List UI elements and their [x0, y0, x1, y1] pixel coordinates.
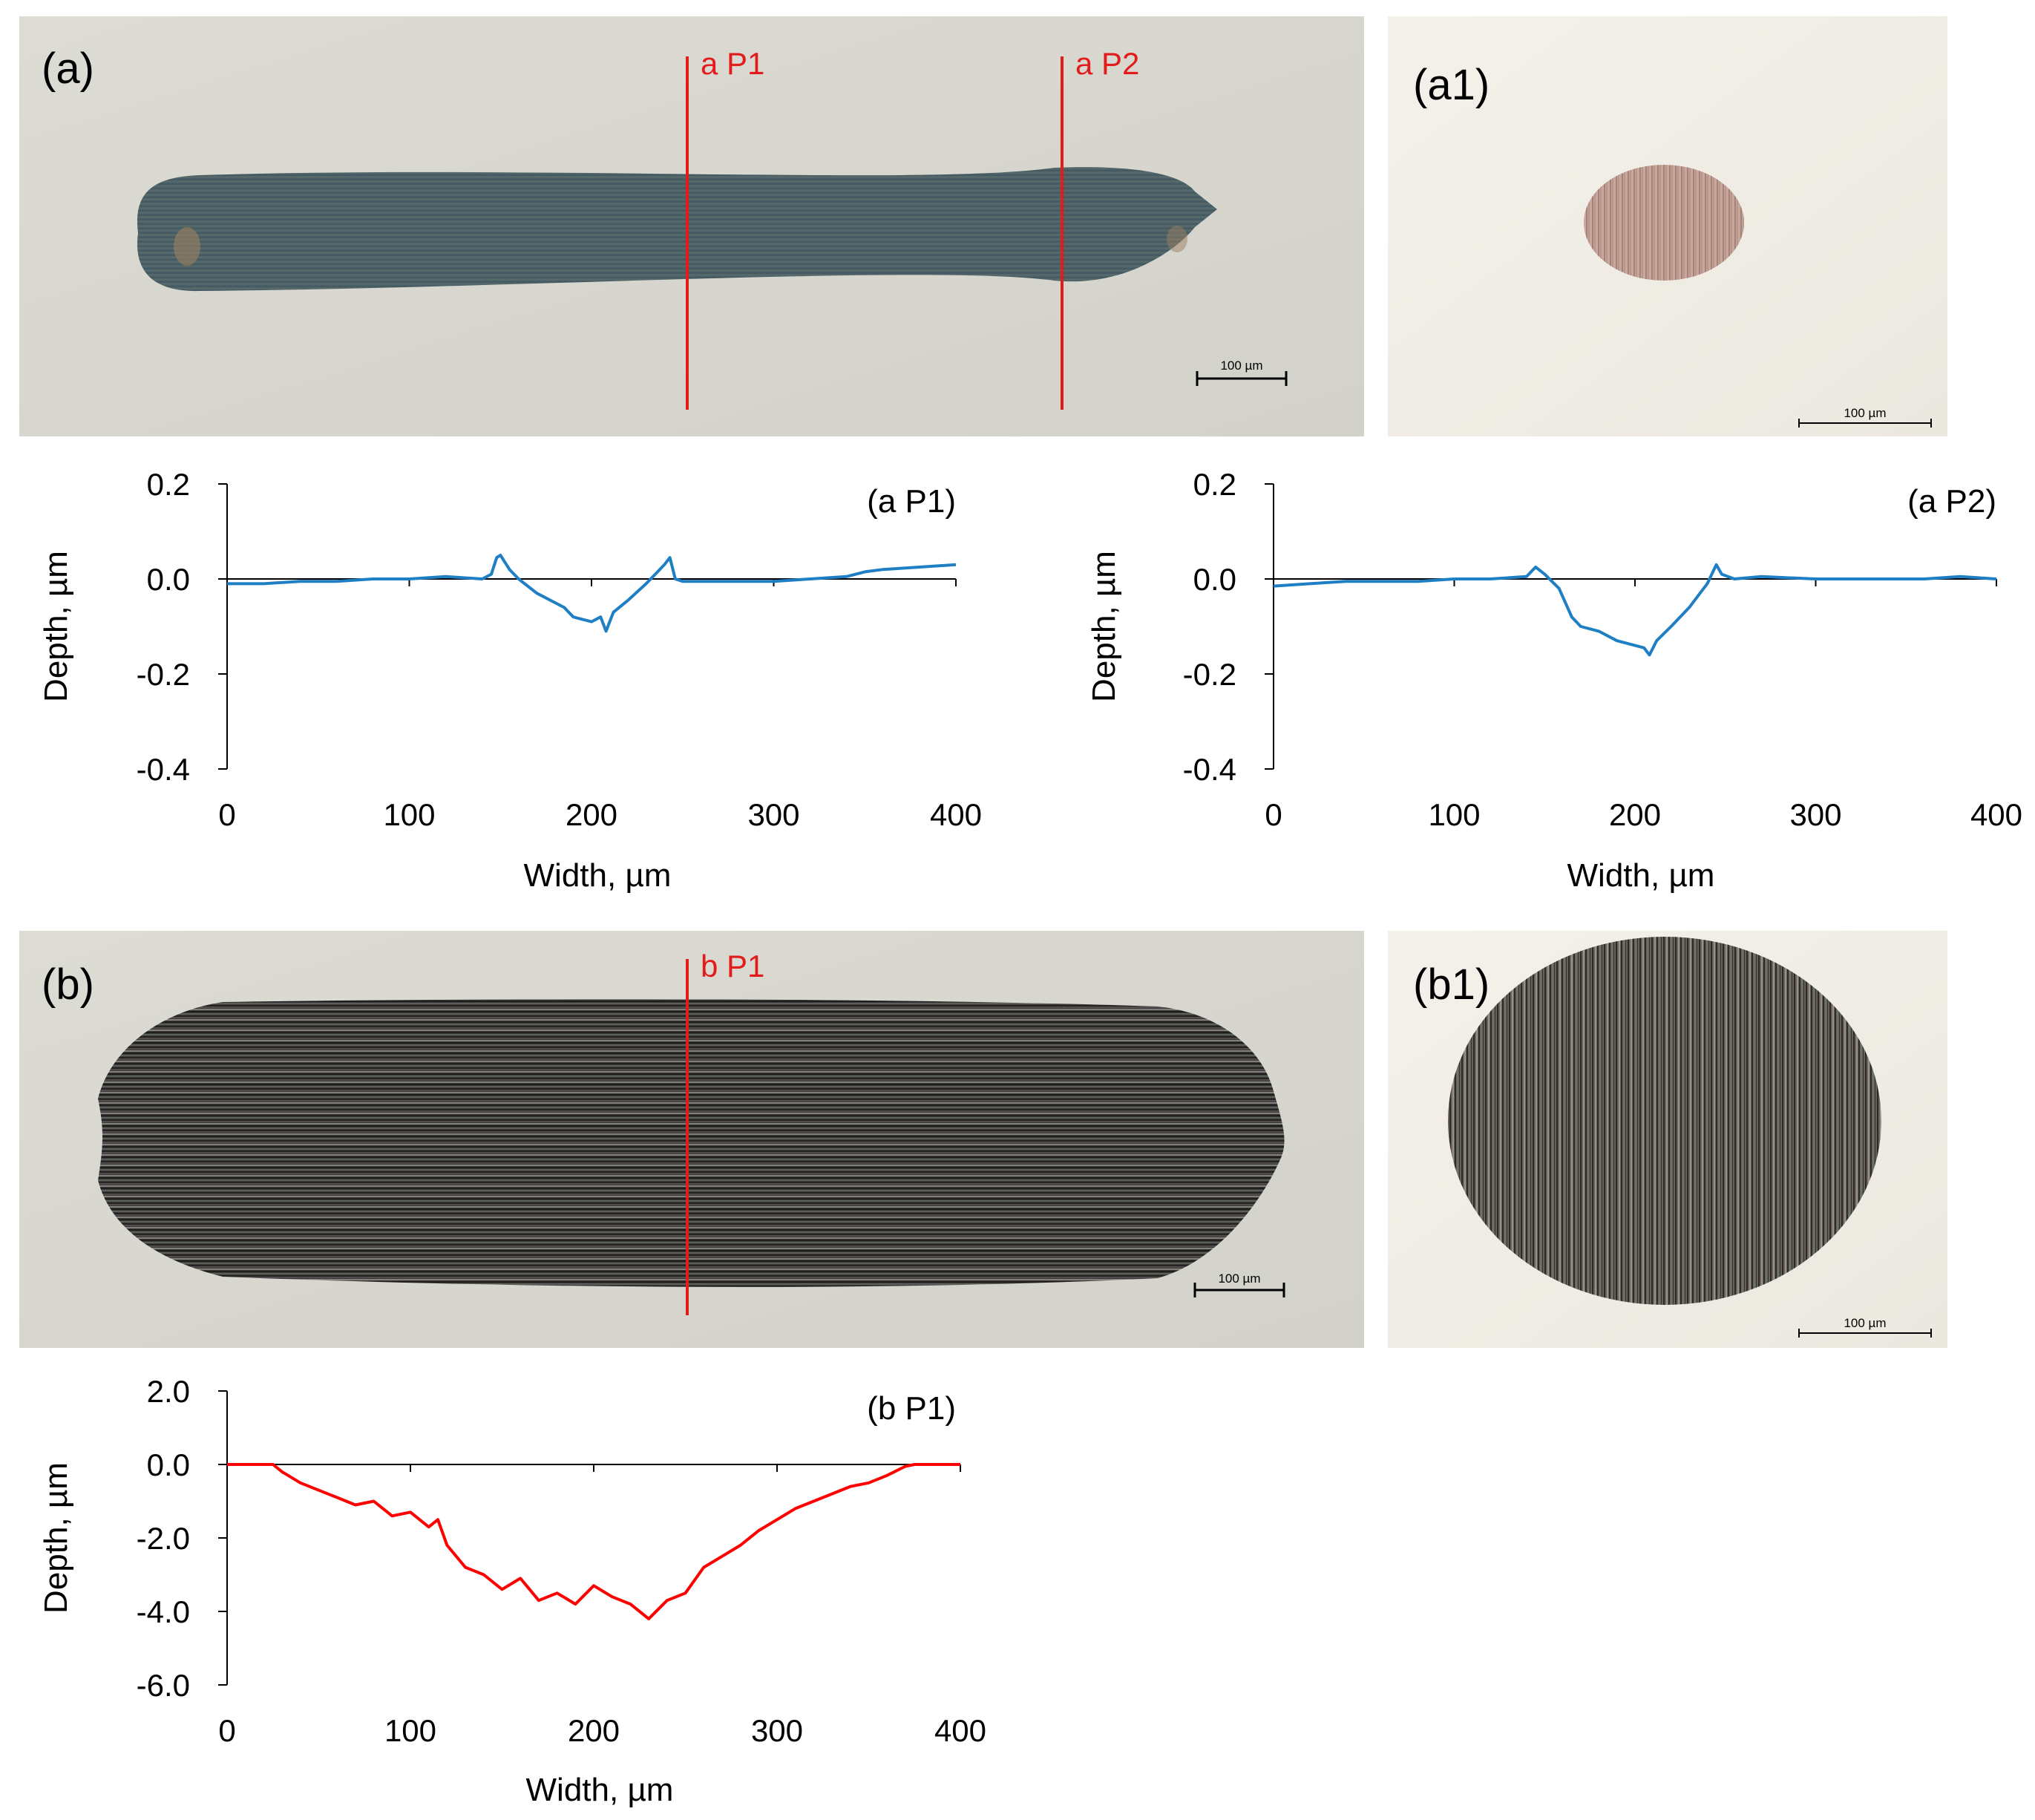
section-label-a-p1: a P1: [701, 46, 764, 81]
y-tick-label: -0.2: [1183, 657, 1236, 692]
wear-scar-a1: [1584, 165, 1744, 281]
micrograph-a1-label: (a1): [1413, 61, 1490, 109]
track-a-left-end-spot: [174, 227, 200, 266]
y-tick-label: -0.4: [1183, 752, 1236, 787]
x-tick-label: 300: [751, 1713, 803, 1748]
y-axis-title: Depth, µm: [38, 1462, 74, 1614]
scale-bar-b1: 100 µm: [1798, 1316, 1932, 1338]
micrograph-b1: (b1) 100 µm: [1388, 931, 1947, 1348]
micrograph-a-label: (a): [42, 45, 94, 93]
scale-bar-a1-text: 100 µm: [1844, 406, 1886, 420]
micrograph-a: (a) a P1 a P2 100 µm: [19, 16, 1364, 436]
x-tick-label: 300: [747, 797, 799, 832]
wear-track-a: [137, 167, 1218, 292]
chart-title: (a P2): [1907, 483, 1996, 520]
chart-title: (a P1): [867, 483, 956, 520]
depth-profile-line: [227, 554, 957, 633]
x-tick-label: 0: [218, 1713, 235, 1748]
y-tick-label: 0.0: [147, 1447, 190, 1482]
section-label-b-p1: b P1: [701, 949, 764, 983]
depth-profile-line: [227, 1463, 960, 1620]
chart-a-p1: 0.2 0.0 -0.2 -0.4 0 100 200 300 400 Width, µm Dept…: [38, 467, 982, 894]
y-tick-label: 0.2: [1193, 467, 1236, 502]
y-tick-label: 0.0: [1193, 562, 1236, 597]
y-tick-label: -0.2: [137, 657, 190, 692]
x-tick-label: 400: [1970, 797, 2022, 832]
scale-bar-b1-text: 100 µm: [1844, 1316, 1886, 1330]
scale-bar-a1: 100 µm: [1798, 406, 1932, 428]
y-tick-label: -0.4: [137, 752, 190, 787]
y-tick-label: -2.0: [137, 1521, 190, 1556]
scale-bar-a-text: 100 µm: [1220, 359, 1262, 373]
y-tick-label: -4.0: [137, 1594, 190, 1629]
scale-bar-b: 100 µm: [1193, 1271, 1285, 1297]
y-axis-title: Depth, µm: [1086, 551, 1122, 702]
x-tick-label: 300: [1789, 797, 1841, 832]
x-tick-label: 200: [1609, 797, 1661, 832]
micrograph-a1: (a1) 100 µm: [1388, 16, 1947, 436]
section-label-a-p2: a P2: [1075, 46, 1139, 81]
x-axis-title: Width, µm: [1567, 857, 1715, 894]
y-tick-label: 2.0: [147, 1374, 190, 1409]
x-tick-label: 0: [218, 797, 235, 832]
scale-bar-a: 100 µm: [1196, 359, 1288, 386]
scale-bar-b-text: 100 µm: [1218, 1271, 1260, 1286]
y-axis-title: Depth, µm: [38, 551, 74, 702]
wear-track-b: [98, 999, 1285, 1287]
y-tick-label: 0.0: [147, 562, 190, 597]
x-axis-title: Width, µm: [526, 1772, 674, 1808]
x-tick-label: 400: [930, 797, 982, 832]
track-a-right-end-spot: [1167, 226, 1187, 252]
x-tick-label: 100: [1428, 797, 1480, 832]
chart-a-p2: 0.2 0.0 -0.2 -0.4 0 100 200 300 400 Width, µm Dept…: [1086, 467, 2022, 894]
x-tick-label: 100: [384, 1713, 436, 1748]
x-tick-label: 400: [934, 1713, 986, 1748]
micrograph-b1-label: (b1): [1413, 960, 1490, 1009]
micrograph-b: (b) b P1 100 µm: [19, 931, 1364, 1348]
x-tick-label: 100: [383, 797, 435, 832]
chart-b-p1: 2.0 0.0 -2.0 -4.0 -6.0 0 100 200 300 400 Width, µm…: [38, 1374, 986, 1808]
x-axis-title: Width, µm: [524, 857, 672, 894]
chart-title: (b P1): [867, 1390, 956, 1427]
depth-profile-line: [1273, 563, 1997, 657]
x-tick-label: 200: [566, 797, 617, 832]
micrograph-b-label: (b): [42, 960, 94, 1009]
x-tick-label: 200: [568, 1713, 620, 1748]
y-tick-label: 0.2: [147, 467, 190, 502]
wear-scar-b1: [1448, 937, 1881, 1305]
y-tick-label: -6.0: [137, 1668, 190, 1703]
x-tick-label: 0: [1265, 797, 1282, 832]
